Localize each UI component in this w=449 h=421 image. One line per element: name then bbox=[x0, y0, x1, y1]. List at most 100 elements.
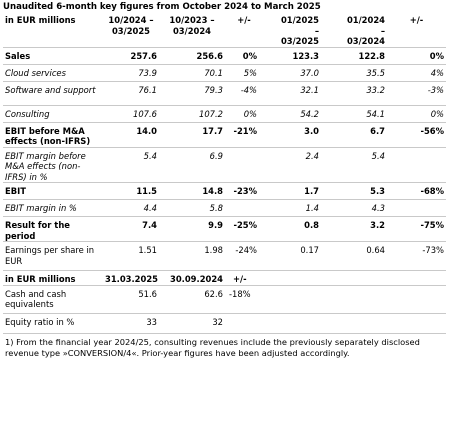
row-label: Cloud services bbox=[3, 63, 103, 81]
table-row: Software and support 76.1 79.3 -4% 32.1 33.2-… bbox=[3, 80, 446, 105]
cell-value: 5.4 bbox=[103, 146, 159, 183]
table-row: Equity ratio in % 33 32 bbox=[3, 312, 446, 330]
cell-value: 54.2 bbox=[263, 104, 321, 122]
key-figures-document: Unaudited 6-month key figures from Octob… bbox=[3, 2, 446, 358]
cell-value: 32 bbox=[159, 312, 225, 330]
cell-change: -3% bbox=[387, 80, 446, 105]
cell-value: 5.4 bbox=[321, 146, 387, 183]
cell-change: -24% bbox=[225, 241, 263, 266]
cell-change bbox=[387, 146, 446, 183]
cell-value: 1.4 bbox=[263, 199, 321, 217]
cell-value: 1.7 bbox=[263, 182, 321, 200]
cell-change: -75% bbox=[387, 216, 446, 242]
column-header-date-2024: 30.09.2024 bbox=[159, 270, 225, 285]
cell-value: 4.4 bbox=[103, 199, 159, 217]
column-header-change: +/- bbox=[225, 270, 446, 285]
cell-value: 11.5 bbox=[103, 182, 159, 200]
cell-change bbox=[225, 312, 446, 330]
cell-value: 107.2 bbox=[159, 104, 225, 122]
column-header-change-h1: +/- bbox=[237, 15, 251, 25]
table-row: Earnings per share in EUR 1.51 1.98 -24% 0.1… bbox=[3, 241, 446, 266]
row-label: Result for the period bbox=[3, 216, 103, 242]
cell-change: -23% bbox=[225, 182, 263, 200]
cell-value: 3.2 bbox=[321, 216, 387, 242]
row-label: EBIT before M&A effects (non-IFRS) bbox=[3, 121, 103, 147]
row-label: EBIT margin before M&A effects (non-IFRS… bbox=[3, 146, 103, 183]
table-row: Result for the period 7.4 9.9 -25% 0.8 3.2 -75… bbox=[3, 216, 446, 242]
cell-change: -25% bbox=[225, 216, 263, 242]
table-row: Sales 257.6 256.6 0% 123.3 122.8 0% bbox=[3, 46, 446, 64]
cell-change: -21% bbox=[225, 121, 263, 147]
cell-value: 0.8 bbox=[263, 216, 321, 242]
cell-value: 6.9 bbox=[159, 146, 225, 183]
cell-value: 54.1 bbox=[321, 104, 387, 122]
table-row: Cash and cash equivalents 51.6 62.6 -18% bbox=[3, 284, 446, 313]
cell-value: 14.8 bbox=[159, 182, 225, 200]
cell-value: 1.51 bbox=[103, 241, 159, 266]
cell-value: 70.1 bbox=[159, 63, 225, 81]
table-row: Consulting 107.6 107.2 0% 54.2 54.1 0% bbox=[3, 104, 446, 122]
cell-value: 62.6 bbox=[159, 284, 225, 313]
cell-value: 79.3 bbox=[159, 80, 225, 105]
cell-change bbox=[225, 146, 263, 183]
row-label: Sales bbox=[3, 46, 103, 64]
cell-value: 76.1 bbox=[103, 80, 159, 105]
table-row: EBIT 11.5 14.8 -23% 1.7 5.3 -68% bbox=[3, 182, 446, 200]
unit-label: in EUR millions bbox=[3, 270, 103, 285]
cell-change: 0% bbox=[387, 104, 446, 122]
cell-change bbox=[225, 199, 263, 217]
cell-change: 5% bbox=[225, 63, 263, 81]
cell-value: 0.17 bbox=[263, 241, 321, 266]
row-label: Cash and cash equivalents bbox=[3, 284, 103, 313]
cell-value: 17.7 bbox=[159, 121, 225, 147]
row-label: Earnings per share in EUR bbox=[3, 241, 103, 266]
table-row: EBIT margin in % 4.4 5.8 1.4 4.3 bbox=[3, 199, 446, 217]
footnote: 1) From the financial year 2024/25, cons… bbox=[3, 333, 446, 358]
column-header-h1-2025: 10/2024 –03/2025 bbox=[108, 15, 154, 36]
row-label: Software and support bbox=[3, 80, 103, 105]
cell-change: 0% bbox=[225, 104, 263, 122]
cell-value: 6.7 bbox=[321, 121, 387, 147]
column-header-h1-2024: 10/2023 –03/2024 bbox=[169, 15, 215, 36]
cell-value: 35.5 bbox=[321, 63, 387, 81]
balance-sheet-table: in EUR millions 31.03.2025 30.09.2024 +/… bbox=[3, 270, 446, 330]
cell-value: 107.6 bbox=[103, 104, 159, 122]
cell-value: 5.3 bbox=[321, 182, 387, 200]
column-header-q2-2025: 01/2025–03/2025 bbox=[280, 15, 319, 46]
cell-value: 32.1 bbox=[263, 80, 321, 105]
cell-value: 51.6 bbox=[103, 284, 159, 313]
cell-change: -56% bbox=[387, 121, 446, 147]
cell-change: 4% bbox=[387, 63, 446, 81]
row-label: Consulting bbox=[3, 104, 103, 122]
cell-change: -18% bbox=[225, 284, 446, 313]
cell-change: 0% bbox=[225, 46, 263, 64]
cell-value: 33.2 bbox=[321, 80, 387, 105]
cell-value: 33 bbox=[103, 312, 159, 330]
cell-change: -73% bbox=[387, 241, 446, 266]
cell-value: 4.3 bbox=[321, 199, 387, 217]
balance-header-row: in EUR millions 31.03.2025 30.09.2024 +/… bbox=[3, 270, 446, 285]
table-row: EBIT before M&A effects (non-IFRS) 14.0 17… bbox=[3, 121, 446, 147]
row-label: EBIT margin in % bbox=[3, 199, 103, 217]
table-row: Cloud services 73.9 70.1 5% 37.0 35.5 4% bbox=[3, 63, 446, 81]
cell-value: 37.0 bbox=[263, 63, 321, 81]
row-label: EBIT bbox=[3, 182, 103, 200]
cell-value: 14.0 bbox=[103, 121, 159, 147]
cell-change bbox=[387, 199, 446, 217]
cell-value: 73.9 bbox=[103, 63, 159, 81]
cell-value: 9.9 bbox=[159, 216, 225, 242]
row-label: Equity ratio in % bbox=[3, 312, 103, 330]
cell-value: 3.0 bbox=[263, 121, 321, 147]
column-header-date-2025: 31.03.2025 bbox=[103, 270, 159, 285]
cell-value: 257.6 bbox=[103, 46, 159, 64]
table-header-row: in EUR millions 10/2024 –03/2025 10/2023… bbox=[3, 15, 446, 47]
key-figures-body: Sales 257.6 256.6 0% 123.3 122.8 0% Cloud servi… bbox=[3, 46, 446, 266]
cell-change: -68% bbox=[387, 182, 446, 200]
column-header-q2-2024: 01/2024–03/2024 bbox=[346, 15, 385, 46]
cell-value: 5.8 bbox=[159, 199, 225, 217]
cell-value: 0.64 bbox=[321, 241, 387, 266]
key-figures-table: in EUR millions 10/2024 –03/2025 10/2023… bbox=[3, 15, 446, 47]
cell-value: 7.4 bbox=[103, 216, 159, 242]
unit-label: in EUR millions bbox=[5, 15, 76, 25]
cell-value: 256.6 bbox=[159, 46, 225, 64]
